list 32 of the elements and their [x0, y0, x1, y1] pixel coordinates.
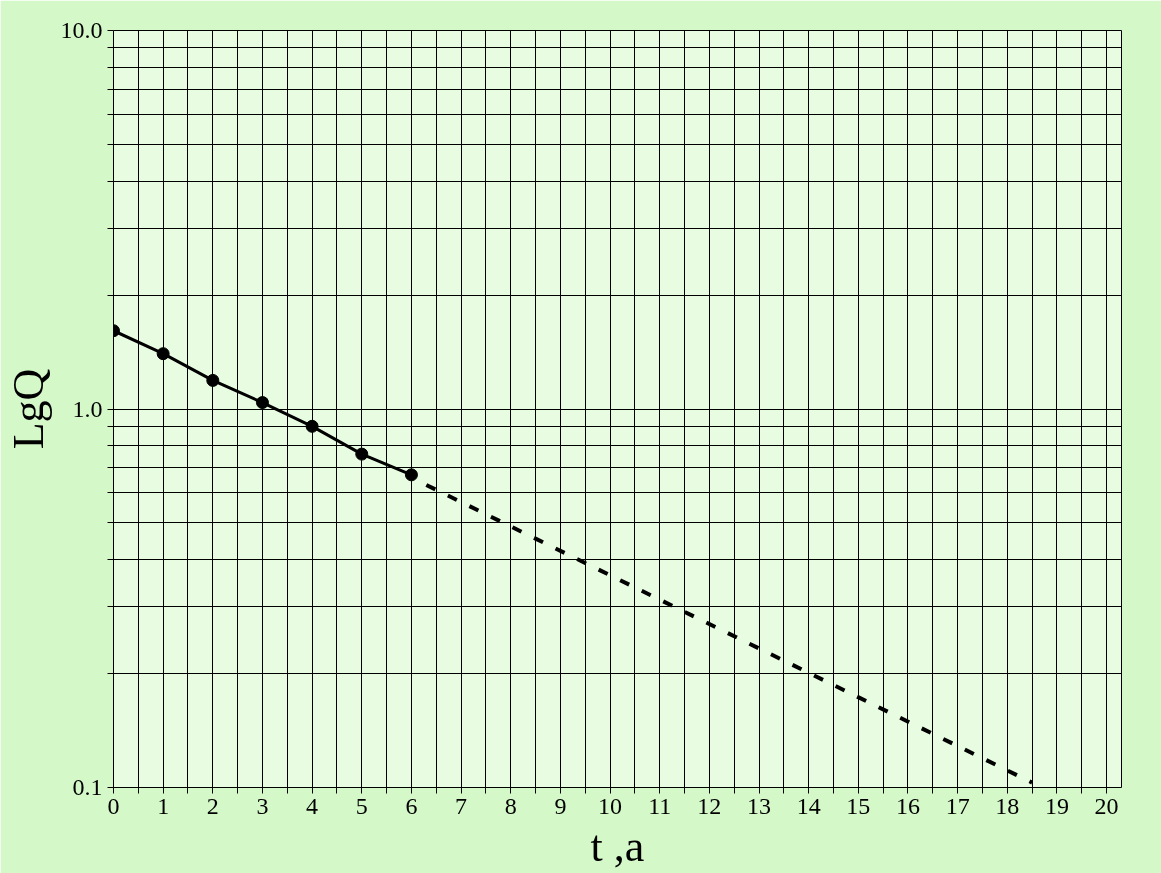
x-tick-label: 16 — [895, 792, 920, 819]
x-tick-label: 17 — [945, 792, 970, 819]
x-tick-label: 20 — [1094, 792, 1119, 819]
y-axis-title: LgQ — [3, 368, 53, 450]
x-tick-label: 4 — [306, 792, 319, 819]
x-tick-label: 12 — [697, 792, 722, 819]
x-tick-label: 6 — [405, 792, 418, 819]
x-tick-label: 0 — [107, 792, 120, 819]
y-tick-label: 10.0 — [60, 17, 103, 43]
x-tick-label: 3 — [256, 792, 269, 819]
x-tick-label: 15 — [846, 792, 871, 819]
x-tick-label: 5 — [355, 792, 368, 819]
x-tick-label: 1 — [157, 792, 170, 819]
x-tick-label: 14 — [796, 792, 821, 819]
point — [206, 373, 220, 387]
x-tick-label: 2 — [206, 792, 219, 819]
x-tick-label: 13 — [747, 792, 772, 819]
y-tick-label: 1.0 — [72, 395, 103, 422]
point — [305, 419, 319, 433]
x-tick-label: 10 — [598, 792, 623, 819]
y-tick-label: 0.1 — [72, 774, 103, 800]
x-axis-title: t ,a — [590, 821, 645, 871]
point — [404, 468, 418, 482]
point — [355, 447, 369, 461]
x-tick-label: 18 — [995, 792, 1020, 819]
x-tick-label: 8 — [504, 792, 517, 819]
point — [156, 347, 170, 361]
point — [255, 396, 269, 410]
x-tick-label: 9 — [554, 792, 567, 819]
x-tick-label: 11 — [648, 792, 672, 819]
x-tick-label: 19 — [1044, 792, 1069, 819]
x-tick-label: 7 — [455, 792, 468, 819]
